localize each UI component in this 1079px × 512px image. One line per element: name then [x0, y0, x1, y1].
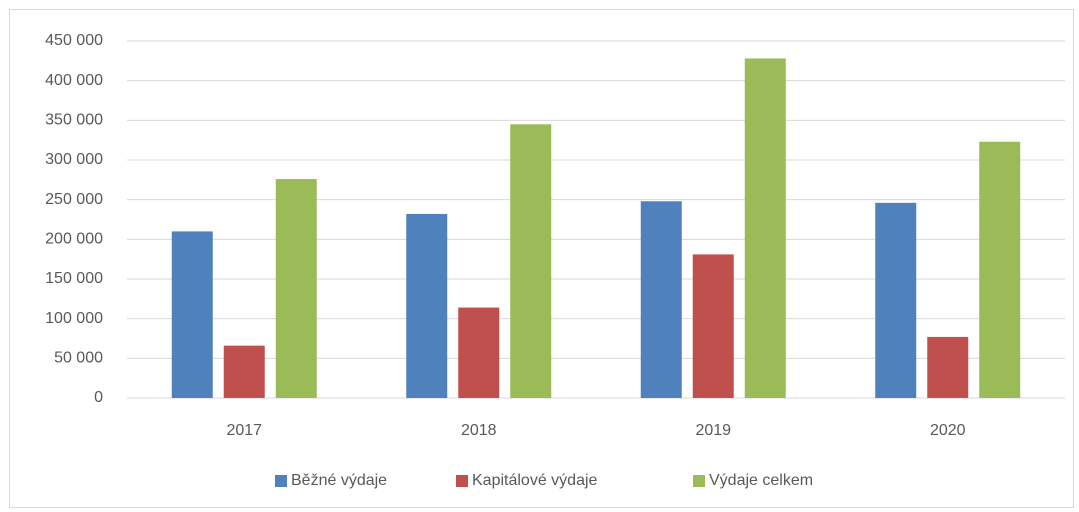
bar: [640, 201, 682, 398]
bar: [744, 58, 786, 398]
y-tick-label: 300 000: [45, 151, 103, 168]
legend-swatch: [693, 475, 705, 487]
legend-swatch: [275, 475, 287, 487]
legend-label: Kapitálové výdaje: [472, 472, 598, 489]
y-tick-label: 100 000: [45, 310, 103, 327]
bar: [979, 141, 1021, 398]
legend-swatch: [456, 475, 468, 487]
x-tick-label: 2019: [695, 422, 731, 439]
y-tick-label: 400 000: [45, 72, 103, 89]
y-tick-label: 450 000: [45, 32, 103, 49]
bar: [510, 124, 552, 399]
y-tick-label: 50 000: [54, 350, 103, 367]
bar: [275, 179, 317, 398]
bar: [223, 345, 265, 398]
bar: [875, 202, 917, 398]
bar: [406, 213, 448, 398]
legend-label: Výdaje celkem: [709, 472, 813, 489]
bar: [171, 231, 213, 398]
bar: [458, 307, 500, 398]
legend-label: Běžné výdaje: [291, 472, 387, 489]
y-tick-label: 200 000: [45, 231, 103, 248]
bar: [692, 254, 734, 398]
x-tick-label: 2020: [930, 422, 966, 439]
y-tick-label: 150 000: [45, 270, 103, 287]
x-tick-label: 2018: [461, 422, 497, 439]
y-tick-label: 350 000: [45, 112, 103, 129]
x-tick-label: 2017: [226, 422, 262, 439]
bar: [927, 336, 969, 398]
y-tick-label: 250 000: [45, 191, 103, 208]
y-tick-label: 0: [94, 389, 103, 406]
